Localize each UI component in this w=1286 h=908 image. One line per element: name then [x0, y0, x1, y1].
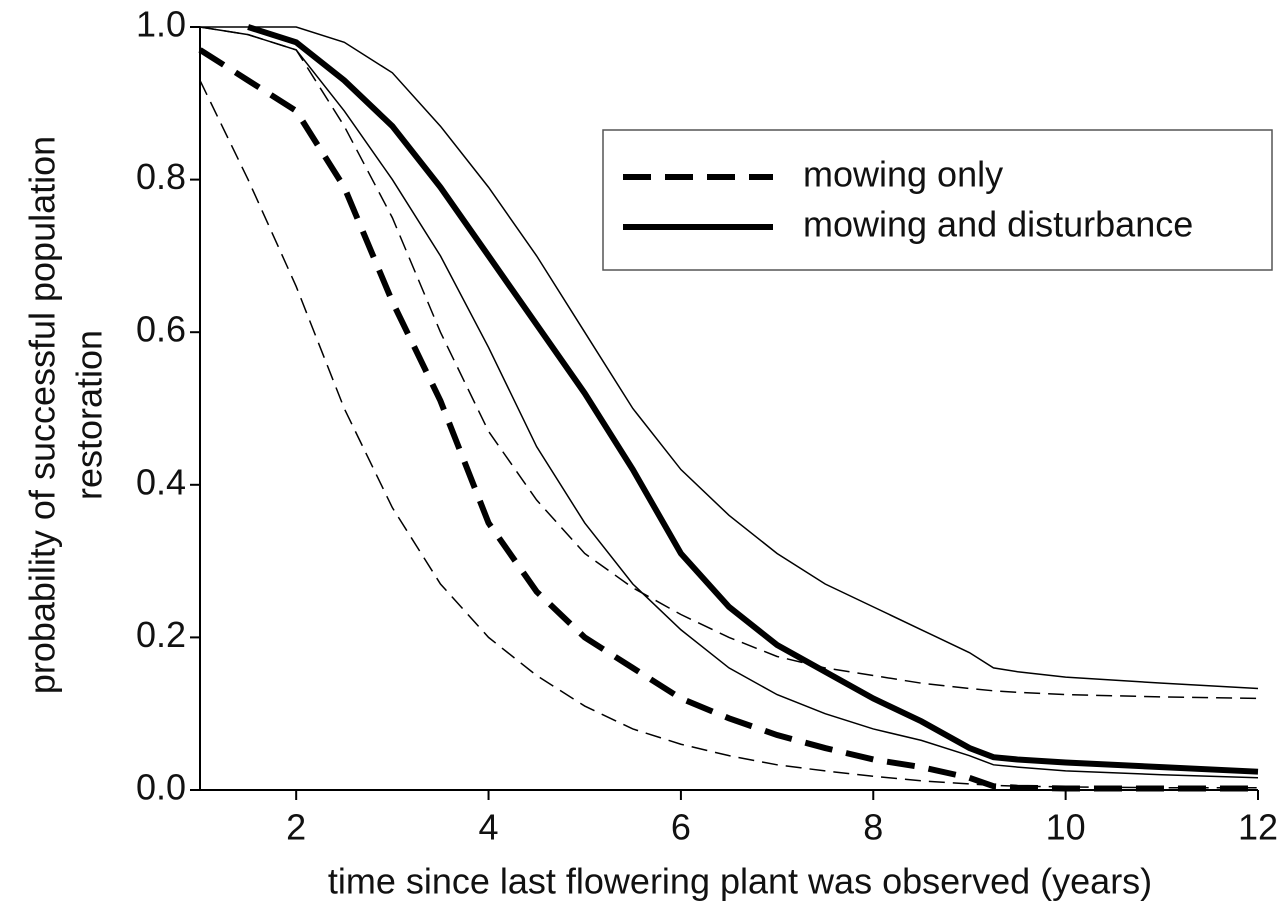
x-tick-label: 4: [479, 807, 499, 848]
y-tick-label: 0.0: [136, 767, 186, 808]
y-tick-label: 0.6: [136, 309, 186, 350]
y-axis-label: probability of successful population: [22, 136, 63, 694]
y-tick-label: 0.2: [136, 614, 186, 655]
x-tick-label: 10: [1046, 807, 1086, 848]
series-line: [198, 47, 1258, 792]
y-axis-label: restoration: [69, 330, 110, 500]
x-tick-label: 12: [1238, 807, 1278, 848]
y-tick-label: 0.8: [136, 156, 186, 197]
series-line: [199, 26, 1259, 779]
legend-label: mowing only: [803, 154, 1003, 195]
legend-label: mowing and disturbance: [803, 204, 1193, 245]
series-line: [199, 80, 1258, 789]
x-tick-label: 2: [286, 807, 306, 848]
x-tick-label: 6: [671, 807, 691, 848]
y-tick-label: 0.4: [136, 461, 186, 502]
legend-box: [602, 129, 1273, 271]
x-axis-label: time since last flowering plant was obse…: [328, 861, 1152, 902]
y-tick-label: 1.0: [136, 4, 186, 45]
x-tick-label: 8: [863, 807, 883, 848]
series-line: [247, 24, 1259, 775]
series-line: [199, 26, 1259, 700]
series-line: [200, 26, 1259, 690]
